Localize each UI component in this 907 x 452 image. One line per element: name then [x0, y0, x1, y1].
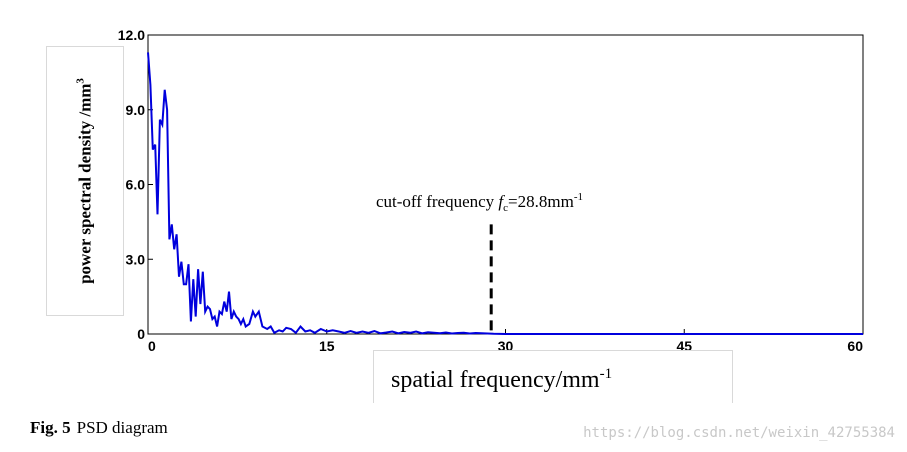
x-tick-label: 60 — [847, 338, 863, 354]
y-axis-label: power spectral density /mm3 — [74, 78, 95, 284]
y-axis-label-box: power spectral density /mm3 — [46, 46, 124, 316]
x-axis-label-box: spatial frequency/mm-1 — [373, 350, 733, 403]
y-tick-label: 12.0 — [118, 27, 145, 43]
y-tick-label: 6.0 — [126, 177, 146, 193]
x-axis-label: spatial frequency/mm-1 — [391, 366, 613, 393]
x-tick-label: 15 — [319, 338, 335, 354]
watermark-url: https://blog.csdn.net/weixin_42755384 — [583, 425, 895, 441]
y-tick-label: 0 — [137, 326, 145, 342]
plot-frame — [147, 34, 864, 335]
cutoff-annotation: cut-off frequency fc=28.8mm-1 — [376, 191, 583, 214]
y-tick-label: 9.0 — [126, 102, 146, 118]
y-tick-label: 3.0 — [126, 251, 146, 267]
x-tick-label: 0 — [148, 338, 156, 354]
psd-series-line — [147, 52, 863, 335]
figure-caption: Fig. 5 PSD diagram — [30, 418, 168, 437]
